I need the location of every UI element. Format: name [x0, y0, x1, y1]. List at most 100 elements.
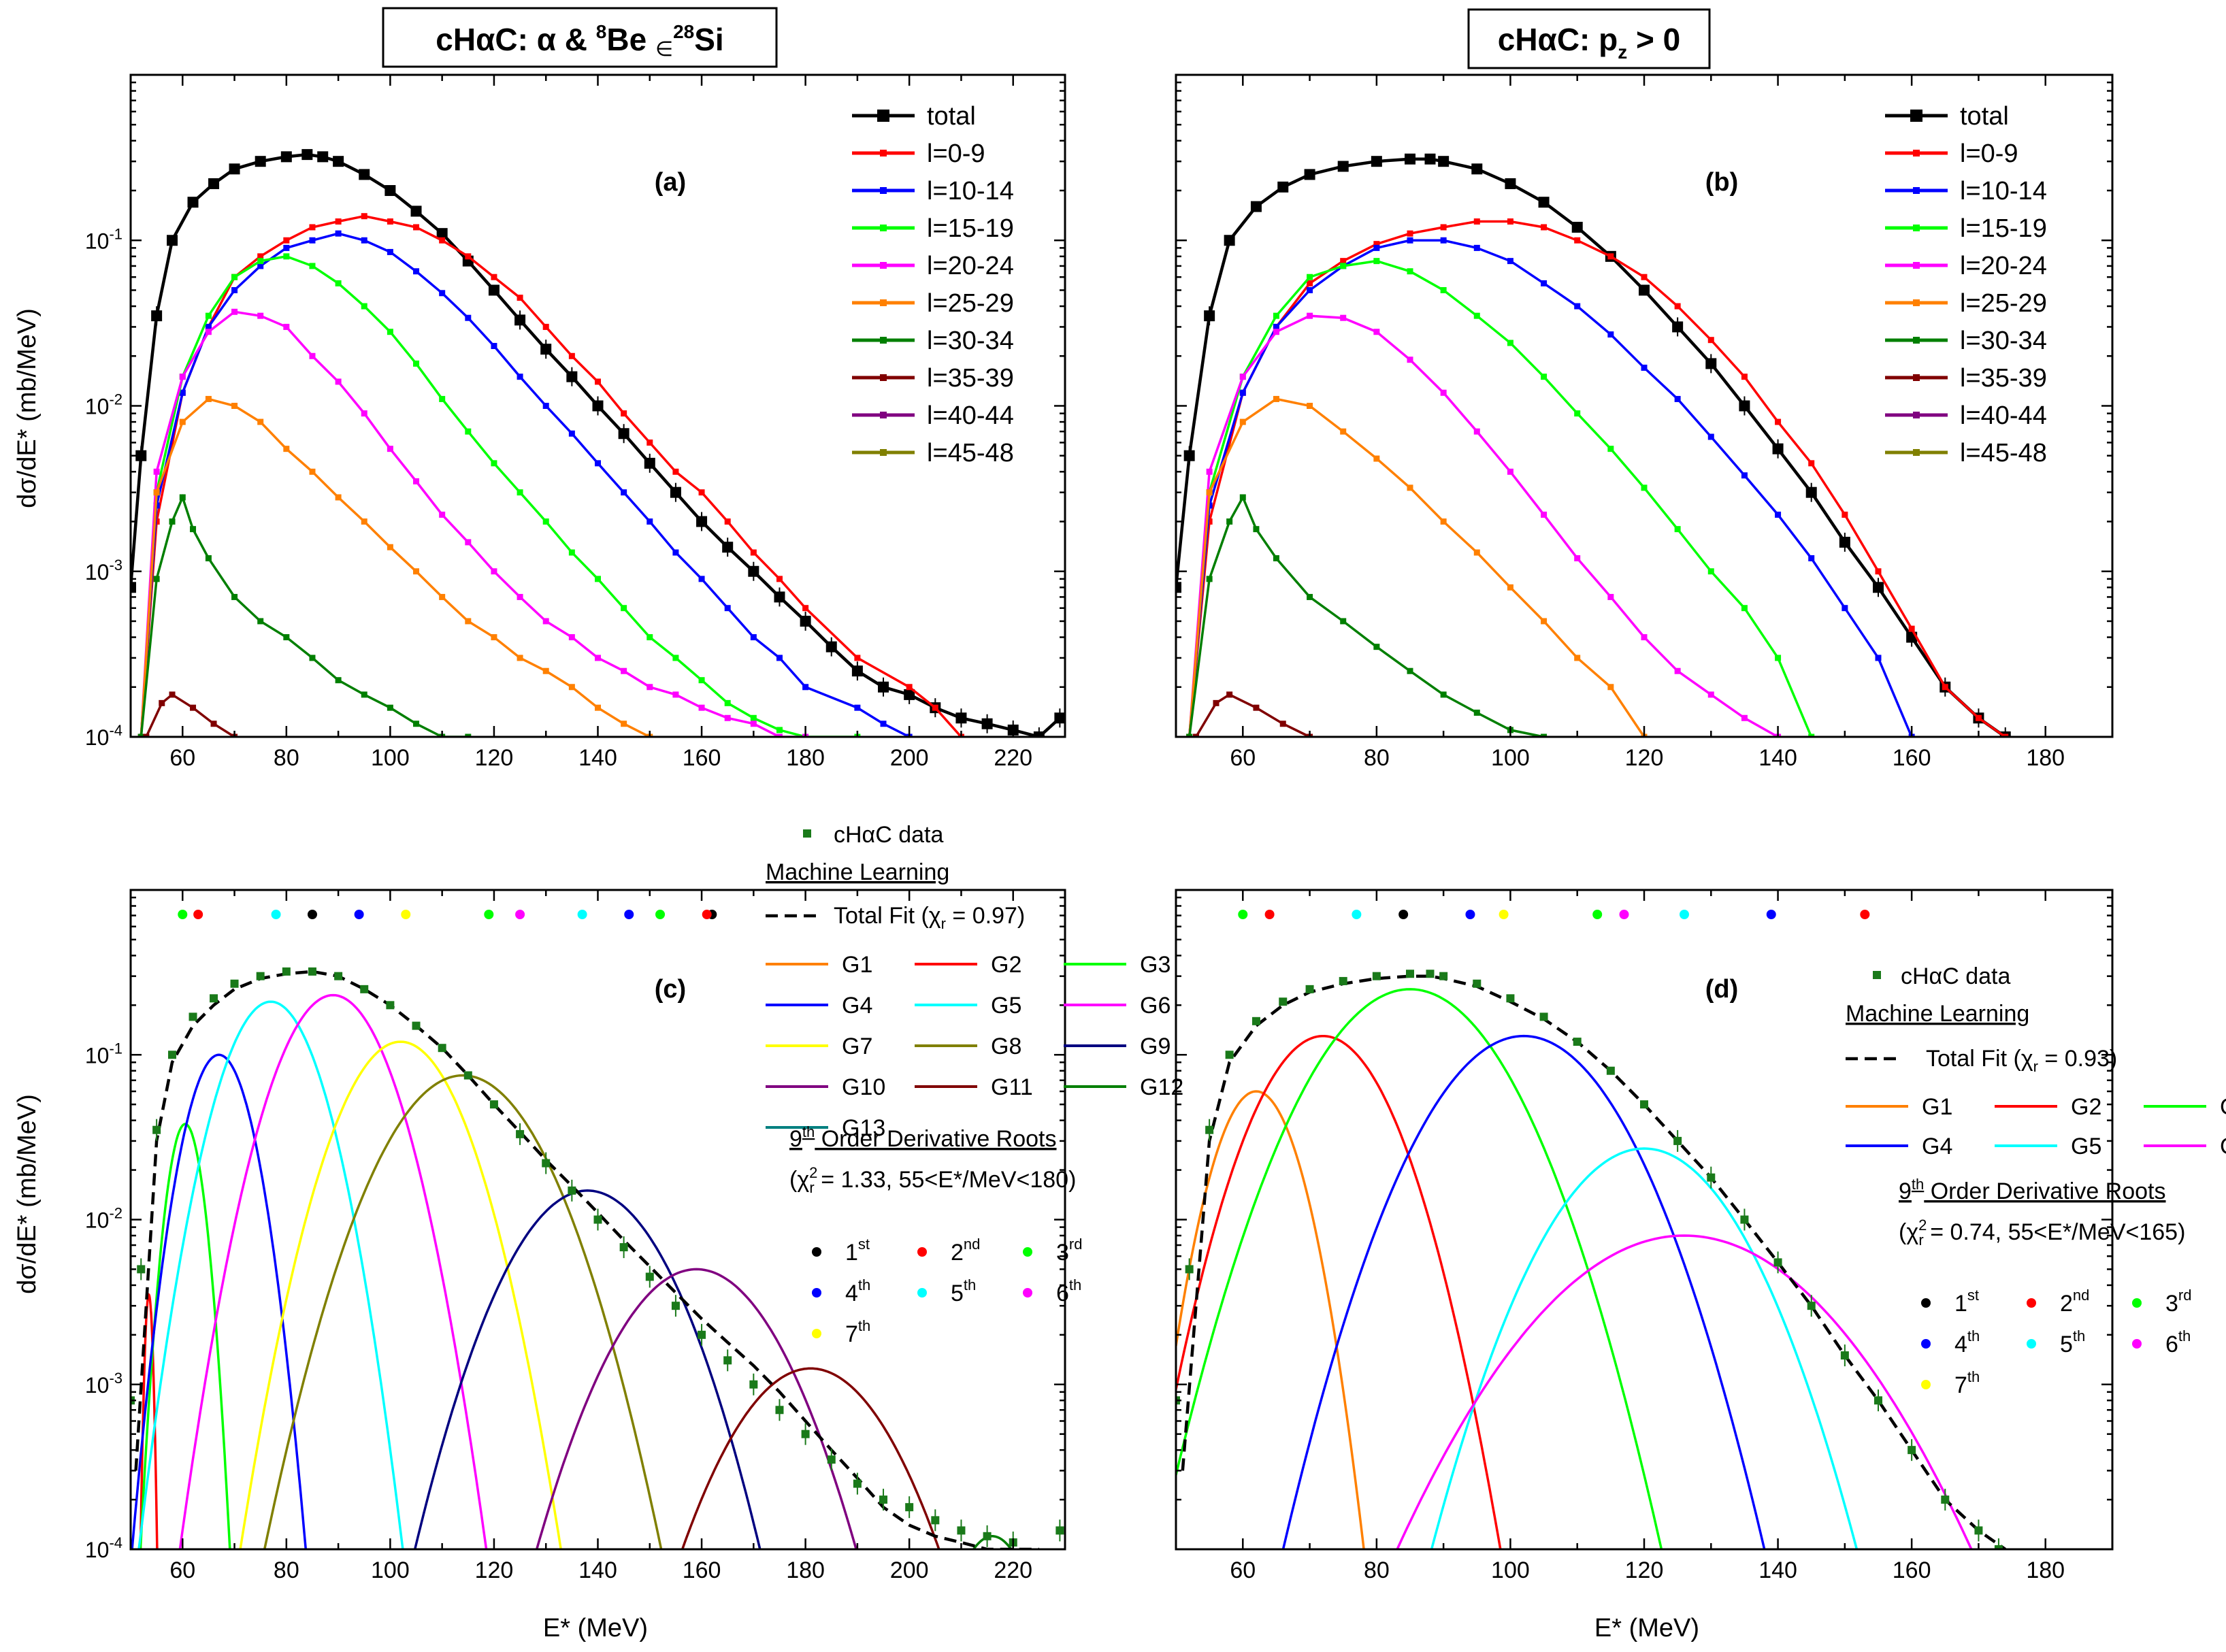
- data-point: [308, 967, 316, 976]
- data-point: [1574, 555, 1581, 561]
- panel-label: (b): [1705, 168, 1739, 197]
- data-point: [1407, 484, 1413, 491]
- data-point: [1673, 1136, 1682, 1145]
- x-tick-label: 100: [371, 745, 410, 771]
- series-total: [131, 149, 1065, 737]
- legend-label: G1: [1922, 1094, 1952, 1120]
- data-point: [1473, 709, 1480, 716]
- data-point: [491, 634, 497, 641]
- plot-area: [131, 149, 1065, 737]
- data-point: [593, 1215, 602, 1224]
- total-fit-line: [1181, 974, 2006, 1549]
- data-point: [1473, 244, 1480, 251]
- data-point: [1438, 156, 1450, 167]
- data-point: [621, 667, 627, 674]
- data-point: [1340, 428, 1347, 435]
- root-dot: [1499, 910, 1509, 919]
- root-dot: [1465, 910, 1475, 919]
- data-point: [595, 378, 601, 385]
- data-point: [317, 151, 329, 163]
- data-point: [1239, 389, 1246, 396]
- data-point: [1641, 634, 1648, 641]
- plot-area: [1176, 910, 2006, 1549]
- data-point: [1340, 618, 1347, 625]
- root-dot: [702, 910, 712, 919]
- data-point: [1304, 169, 1315, 180]
- data-point: [1424, 153, 1436, 165]
- data-point: [646, 634, 653, 641]
- data-point: [439, 237, 446, 244]
- data-point: [1574, 655, 1581, 661]
- panel-d: 60 80 100 120 140 160 180 (d) cHαC data Machine L…: [1175, 889, 2226, 1583]
- data-point: [257, 253, 264, 260]
- data-point: [257, 418, 264, 425]
- legend-label: G5: [991, 993, 1021, 1019]
- header-left: cHαC: α & 8Be ∈28Si: [382, 7, 778, 68]
- data-point: [621, 410, 627, 417]
- data-point: [568, 684, 575, 691]
- x-tick-label: 180: [2026, 745, 2065, 771]
- data-point: [1407, 667, 1413, 674]
- data-point: [283, 634, 290, 641]
- data-point: [1571, 221, 1583, 233]
- data-point: [436, 228, 448, 239]
- legend-label: Total Fit (χr = 0.93): [1926, 1046, 2117, 1075]
- data-point: [932, 704, 938, 711]
- data-point: [189, 1012, 197, 1021]
- data-point: [542, 323, 549, 330]
- data-point: [1206, 518, 1213, 525]
- data-point: [1541, 511, 1548, 518]
- data-point: [1942, 684, 1948, 691]
- data-point: [1239, 494, 1246, 501]
- data-point: [179, 418, 186, 425]
- legend-marker: [1913, 337, 1920, 344]
- legend-label: l=25-29: [927, 289, 1014, 318]
- data-point: [1225, 1051, 1234, 1059]
- data-point: [387, 544, 393, 550]
- data-point: [646, 518, 653, 525]
- data-point: [1772, 443, 1784, 455]
- data-point: [387, 329, 393, 335]
- data-point: [257, 258, 264, 265]
- data-point: [542, 667, 549, 674]
- root-dot: [515, 910, 525, 919]
- data-point: [854, 704, 861, 711]
- data-point: [309, 352, 316, 359]
- data-point: [360, 985, 369, 993]
- data-point: [1607, 446, 1614, 452]
- data-point: [514, 314, 526, 326]
- legend-label: l=20-24: [927, 252, 1014, 280]
- data-point: [750, 549, 757, 556]
- root-dot: [484, 910, 494, 919]
- x-tick-label: 80: [274, 1557, 299, 1583]
- legend-label: G4: [1922, 1134, 1952, 1159]
- data-point: [1407, 230, 1413, 237]
- legend-label: l=10-14: [927, 177, 1014, 205]
- data-point: [1908, 625, 1915, 632]
- data-point: [169, 518, 176, 525]
- data-point: [413, 360, 420, 367]
- data-point: [879, 1496, 888, 1504]
- data-point: [595, 704, 601, 711]
- legend-marker: [1913, 449, 1920, 456]
- data-point: [1340, 258, 1347, 265]
- root-legend-label: 4th: [1954, 1327, 1980, 1357]
- root-legend-dot: [1023, 1247, 1032, 1257]
- data-point: [672, 549, 679, 556]
- data-point: [1204, 310, 1215, 322]
- data-point: [1473, 218, 1480, 225]
- header-left-sup1: 8: [596, 21, 607, 42]
- data-point: [231, 593, 238, 600]
- data-point: [880, 721, 887, 727]
- data-point: [159, 699, 165, 706]
- root-dots: [178, 910, 717, 919]
- data-point: [672, 691, 679, 698]
- legend-label: cHαC data: [1901, 963, 2010, 989]
- x-tick-label: 140: [578, 1557, 617, 1583]
- data-point: [1473, 428, 1480, 435]
- data-point: [283, 446, 290, 452]
- data-point: [1440, 224, 1447, 231]
- data-point: [1541, 224, 1548, 231]
- data-point: [2002, 733, 2009, 737]
- data-point: [309, 263, 316, 269]
